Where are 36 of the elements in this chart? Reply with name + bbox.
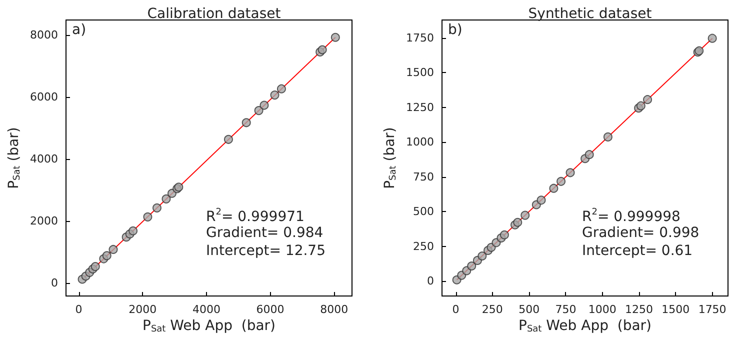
annotation: Intercept= 12.75 [206, 243, 326, 259]
y-tick-label: 500 [413, 205, 434, 218]
x-tick-label: 500 [518, 303, 540, 316]
annotation: a) [72, 22, 86, 38]
y-tick-label: 250 [413, 240, 434, 253]
x-tick-label: 6000 [256, 303, 284, 316]
x-tick-label: 250 [482, 303, 503, 316]
y-tick-label: 1500 [406, 66, 434, 80]
y-axis-title: PSat (bar) [6, 127, 22, 189]
chart-title: Synthetic dataset [528, 6, 652, 22]
x-tick-label: 1500 [662, 303, 690, 316]
annotation: Gradient= 0.998 [582, 225, 700, 241]
annotation: Intercept= 0.61 [582, 243, 693, 259]
y-tick-label: 0 [427, 274, 434, 288]
chart-title: Calibration dataset [147, 6, 282, 22]
y-tick-label: 2000 [30, 214, 58, 228]
y-tick-label: 1250 [406, 100, 434, 114]
x-tick-label: 0 [75, 303, 82, 316]
x-tick-label: 750 [555, 303, 576, 316]
y-tick-label: 750 [413, 170, 434, 184]
annotation: b) [448, 22, 462, 38]
y-tick-label: 0 [51, 276, 58, 290]
annotation: Gradient= 0.984 [206, 225, 324, 241]
y-tick-label: 8000 [30, 28, 58, 42]
x-tick-label: 1250 [625, 303, 654, 316]
x-tick-label: 1000 [588, 303, 616, 316]
y-tick-label: 1000 [406, 136, 434, 149]
x-tick-label: 4000 [192, 303, 220, 316]
y-tick-label: 1750 [406, 31, 434, 44]
y-tick-label: 4000 [30, 152, 58, 166]
x-tick-label: 2000 [128, 303, 157, 316]
y-tick-label: 6000 [30, 90, 58, 104]
x-tick-label: 0 [452, 303, 460, 316]
x-tick-label: 8000 [320, 303, 348, 316]
y-axis-title: PSat (bar) [382, 127, 398, 189]
x-tick-label: 1750 [698, 303, 726, 316]
